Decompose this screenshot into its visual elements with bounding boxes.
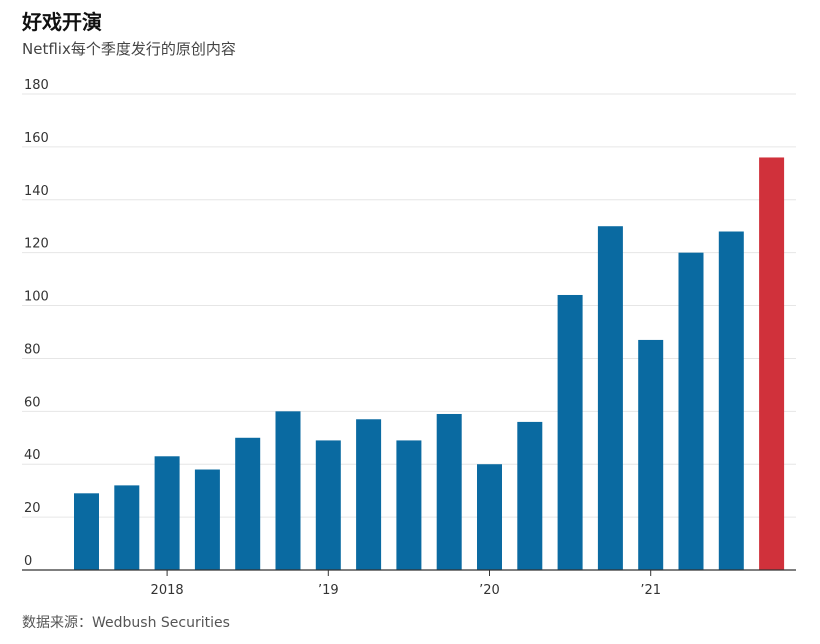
x-tick-label: ’19 (318, 583, 339, 598)
y-tick-label: 80 (24, 342, 41, 357)
bar (315, 440, 341, 570)
bar (557, 294, 583, 570)
y-tick-label: 120 (24, 237, 49, 252)
chart-title: 好戏开演 (22, 10, 102, 34)
y-tick-label: 140 (24, 184, 49, 199)
y-tick-label: 0 (24, 554, 32, 569)
bar (194, 469, 220, 570)
x-tick-label: ’20 (479, 583, 500, 598)
y-tick-label: 40 (24, 448, 41, 463)
bar (718, 231, 744, 570)
bar (477, 464, 502, 570)
x-tick-label: 2018 (151, 583, 184, 598)
bar (114, 485, 140, 570)
y-tick-label: 20 (24, 501, 41, 516)
y-tick-label: 180 (24, 78, 49, 93)
bar (597, 226, 623, 570)
bar (517, 421, 543, 570)
bar (356, 419, 382, 570)
y-tick-label: 160 (24, 131, 49, 146)
bar (396, 440, 422, 570)
bar (436, 413, 462, 570)
bar (235, 437, 261, 570)
bar (638, 339, 664, 570)
chart-subtitle: Netflix每个季度发行的原创内容 (22, 40, 236, 58)
x-tick-label: ’21 (640, 583, 661, 598)
bar (275, 411, 301, 570)
bar (759, 157, 785, 570)
source-note: 数据来源：Wedbush Securities (22, 615, 230, 631)
y-tick-label: 100 (24, 290, 49, 305)
bar (74, 493, 99, 570)
bar (154, 456, 180, 570)
bar (678, 252, 704, 570)
y-tick-label: 60 (24, 395, 41, 410)
